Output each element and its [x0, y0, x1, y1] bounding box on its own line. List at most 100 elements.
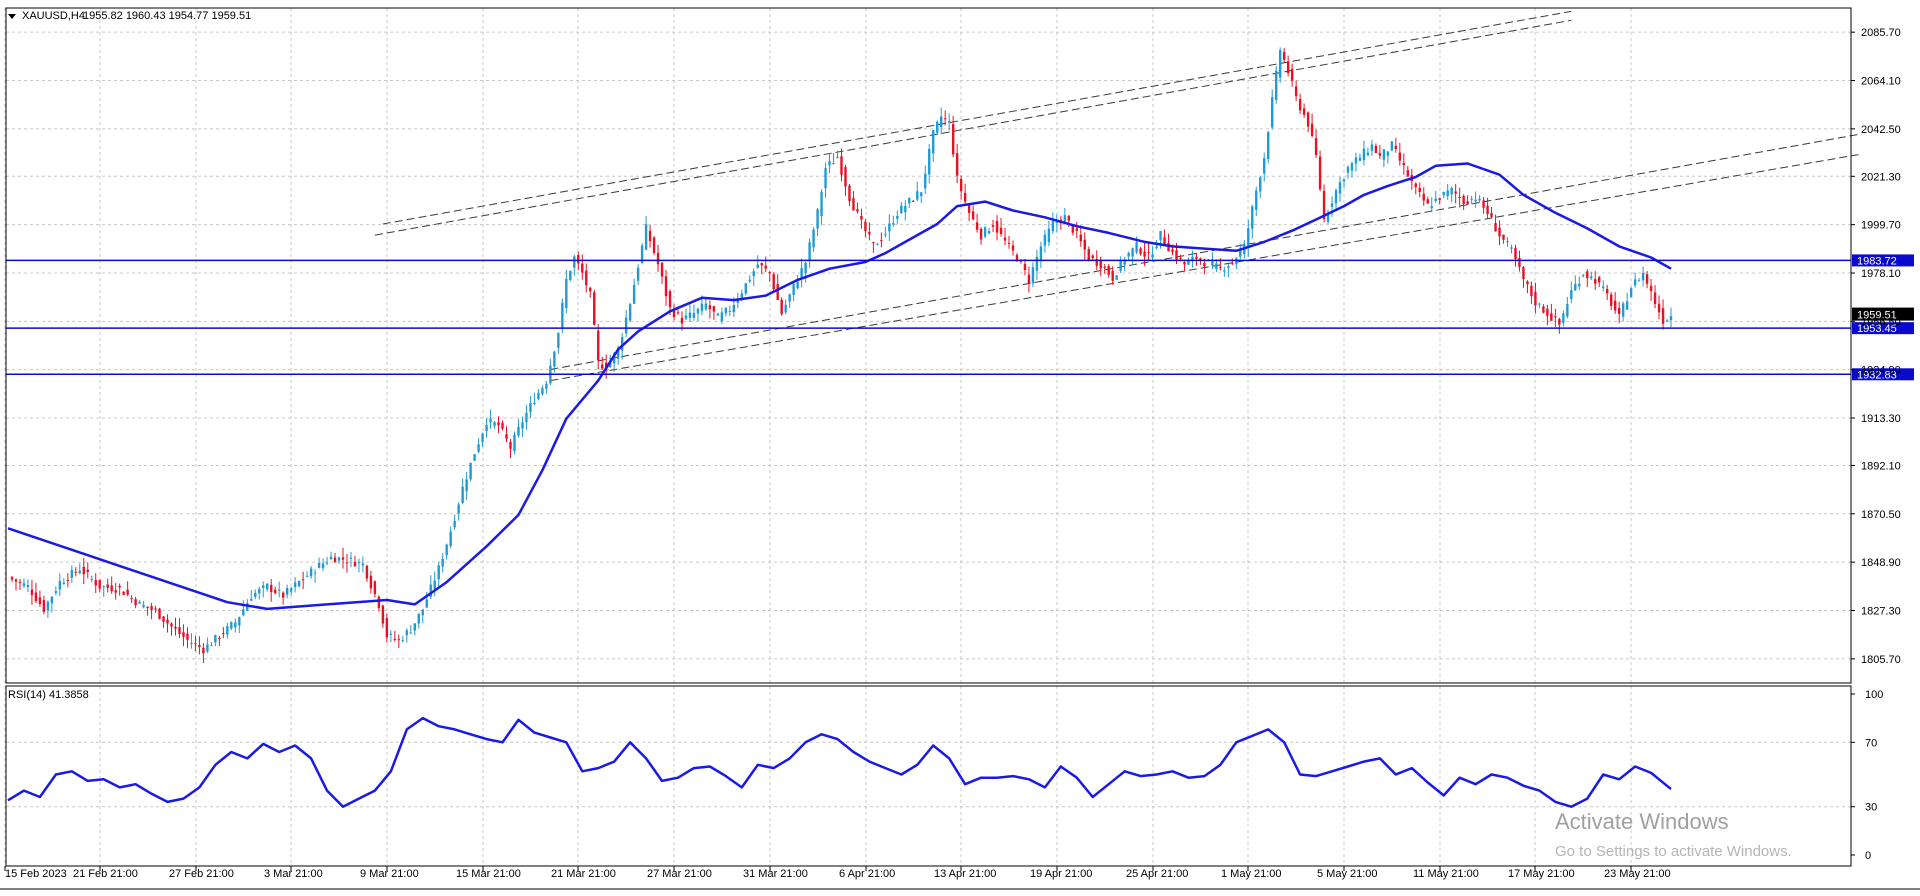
candle-body[interactable] — [1478, 198, 1481, 201]
candle-body[interactable] — [1227, 266, 1230, 269]
candle-body[interactable] — [134, 599, 137, 606]
candle-body[interactable] — [896, 215, 899, 219]
candle-body[interactable] — [1402, 162, 1406, 166]
candle-body[interactable] — [126, 589, 129, 595]
candle-body[interactable] — [110, 585, 113, 592]
candle-body[interactable] — [297, 581, 301, 587]
candle-body[interactable] — [54, 591, 58, 593]
candle-body[interactable] — [349, 557, 353, 559]
candle-body[interactable] — [904, 206, 907, 213]
candle-body[interactable] — [971, 211, 975, 220]
candle-body[interactable] — [270, 585, 273, 593]
candle-body[interactable] — [1031, 267, 1035, 284]
candle-body[interactable] — [90, 578, 93, 580]
candle-body[interactable] — [1203, 262, 1206, 267]
candle-body[interactable] — [1167, 242, 1170, 252]
candle-body[interactable] — [1374, 145, 1378, 153]
candle-body[interactable] — [900, 205, 903, 214]
candle-body[interactable] — [776, 283, 779, 300]
candle-body[interactable] — [78, 570, 81, 574]
candle-body[interactable] — [214, 635, 217, 643]
candle-body[interactable] — [170, 623, 173, 627]
trendline[interactable] — [374, 19, 1572, 236]
candle-body[interactable] — [357, 561, 361, 563]
candle-body[interactable] — [22, 583, 26, 586]
candle-body[interactable] — [792, 283, 795, 295]
candle-body[interactable] — [1498, 227, 1501, 237]
candle-body[interactable] — [860, 215, 863, 220]
candle-body[interactable] — [473, 454, 476, 461]
candle-body[interactable] — [872, 242, 875, 244]
candle-body[interactable] — [1629, 288, 1633, 298]
candle-body[interactable] — [1179, 258, 1182, 260]
candle-body[interactable] — [477, 444, 480, 452]
candle-body[interactable] — [565, 278, 568, 309]
candle-body[interactable] — [668, 291, 672, 308]
candle-body[interactable] — [1566, 303, 1569, 317]
rsi-line[interactable] — [7, 716, 1672, 808]
candle-body[interactable] — [1231, 262, 1234, 264]
candle-body[interactable] — [1434, 198, 1437, 202]
candle-body[interactable] — [26, 585, 30, 588]
candle-body[interactable] — [313, 572, 317, 574]
candle-body[interactable] — [317, 563, 321, 568]
candle-body[interactable] — [42, 600, 46, 612]
candle-body[interactable] — [186, 633, 189, 640]
candle-body[interactable] — [517, 426, 520, 436]
candle-body[interactable] — [1621, 303, 1625, 317]
candle-body[interactable] — [174, 626, 177, 629]
candle-body[interactable] — [254, 592, 257, 597]
candle-body[interactable] — [361, 563, 365, 566]
candle-body[interactable] — [1191, 256, 1194, 261]
candle-body[interactable] — [369, 575, 373, 589]
candle-body[interactable] — [1350, 163, 1354, 171]
candle-body[interactable] — [86, 569, 89, 572]
candle-body[interactable] — [1334, 190, 1338, 204]
price-axis[interactable]: 2085.70 2064.10 2042.50 2021.30 1999.70 1978.… — [1851, 27, 1901, 666]
candle-body[interactable] — [218, 638, 221, 640]
candle-body[interactable] — [365, 565, 369, 579]
candle-body[interactable] — [1003, 237, 1007, 241]
candle-body[interactable] — [1442, 191, 1445, 196]
candle-body[interactable] — [158, 608, 161, 619]
candle-body[interactable] — [1247, 228, 1250, 248]
candle-body[interactable] — [740, 293, 743, 299]
candle-body[interactable] — [943, 118, 947, 120]
candle-body[interactable] — [1594, 279, 1597, 284]
candle-body[interactable] — [1039, 246, 1043, 261]
candle-body[interactable] — [1035, 256, 1039, 271]
candle-body[interactable] — [880, 240, 883, 242]
candle-body[interactable] — [940, 116, 943, 128]
candle-body[interactable] — [190, 643, 193, 645]
candle-body[interactable] — [433, 580, 436, 590]
candle-body[interactable] — [728, 310, 732, 312]
candle-body[interactable] — [553, 351, 556, 367]
candle-body[interactable] — [1418, 187, 1421, 192]
candle-body[interactable] — [736, 299, 740, 303]
candle-body[interactable] — [1251, 206, 1254, 229]
candle-body[interactable] — [1263, 158, 1266, 174]
candle-body[interactable] — [289, 588, 293, 592]
candle-body[interactable] — [788, 294, 791, 302]
candle-body[interactable] — [752, 271, 755, 277]
candle-body[interactable] — [1422, 193, 1425, 201]
candle-body[interactable] — [1394, 145, 1398, 150]
candle-body[interactable] — [34, 592, 38, 602]
candle-body[interactable] — [1071, 225, 1075, 233]
candle-body[interactable] — [1187, 260, 1190, 265]
candle-body[interactable] — [672, 310, 676, 318]
candle-body[interactable] — [1574, 283, 1577, 291]
candle-body[interactable] — [389, 633, 393, 635]
candle-body[interactable] — [864, 221, 867, 232]
candle-body[interactable] — [206, 644, 209, 652]
candle-body[interactable] — [541, 387, 544, 395]
candle-body[interactable] — [784, 304, 787, 313]
candle-body[interactable] — [429, 584, 432, 597]
candle-body[interactable] — [569, 270, 572, 281]
candle-body[interactable] — [1043, 234, 1047, 246]
candle-body[interactable] — [628, 304, 632, 321]
candle-body[interactable] — [50, 596, 54, 604]
candle-body[interactable] — [987, 231, 991, 234]
candle-body[interactable] — [772, 274, 775, 290]
candle-body[interactable] — [1255, 190, 1258, 210]
